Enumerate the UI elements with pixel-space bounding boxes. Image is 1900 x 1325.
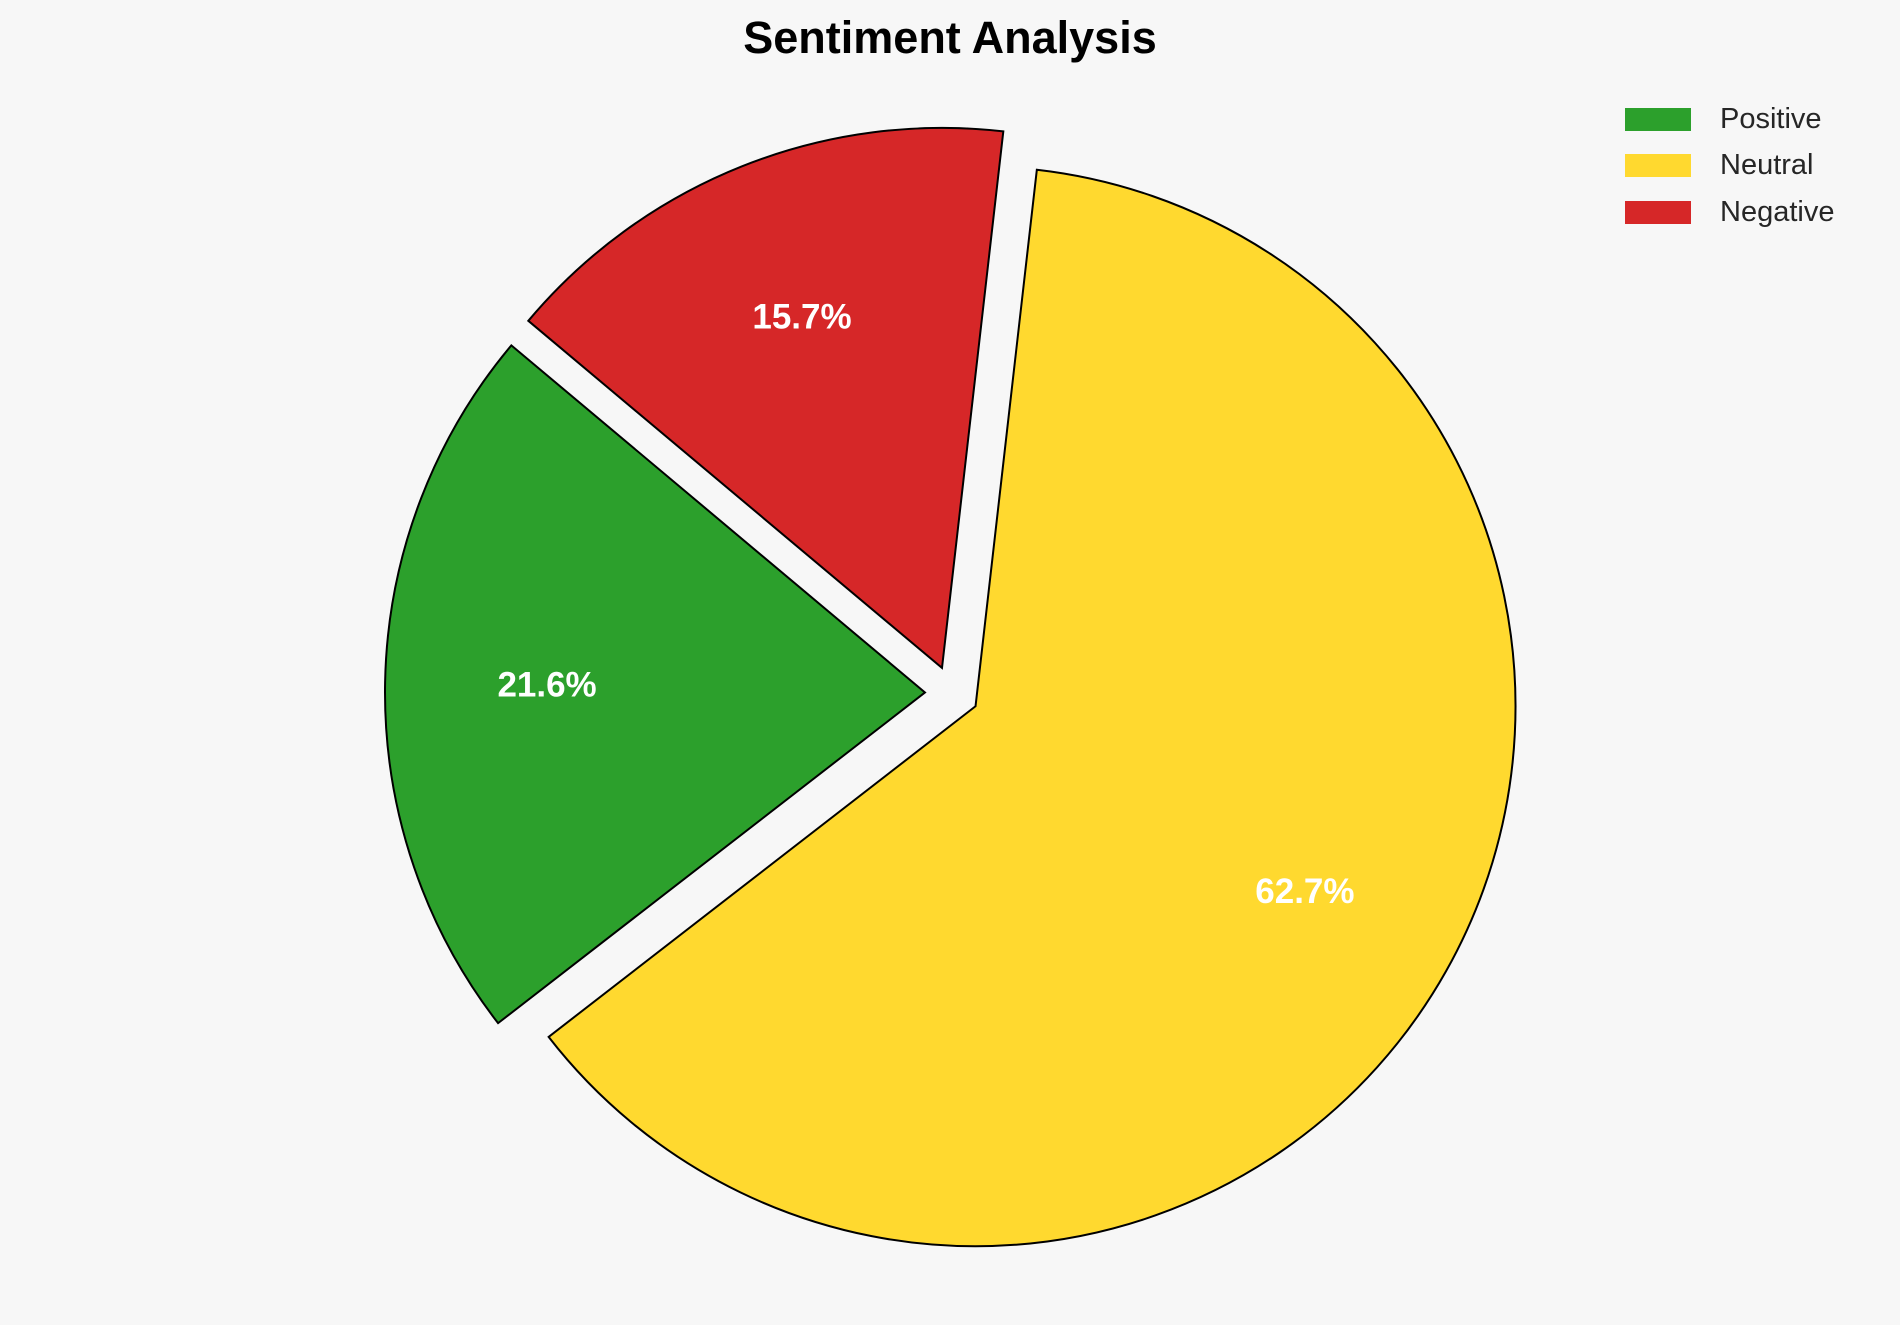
legend-swatch-negative — [1625, 200, 1691, 224]
legend-label-positive: Positive — [1720, 102, 1822, 135]
legend-item-neutral: Neutral — [1625, 143, 1834, 190]
pie-label-positive: 21.6% — [497, 666, 596, 705]
pie-slice-positive — [384, 343, 927, 1025]
legend-label-negative: Negative — [1720, 195, 1835, 228]
legend: Positive Neutral Negative — [1625, 96, 1834, 236]
pie-label-neutral: 62.7% — [1255, 872, 1354, 911]
chart-title: Sentiment Analysis — [743, 12, 1157, 63]
legend-label-neutral: Neutral — [1720, 149, 1814, 182]
legend-swatch-neutral — [1625, 154, 1691, 178]
legend-item-negative: Negative — [1625, 189, 1834, 236]
legend-swatch-positive — [1625, 107, 1691, 131]
pie-label-negative: 15.7% — [752, 297, 851, 336]
pie-slice-negative — [526, 126, 1005, 670]
legend-item-positive: Positive — [1625, 96, 1834, 143]
pie-slice-neutral — [547, 168, 1517, 1248]
